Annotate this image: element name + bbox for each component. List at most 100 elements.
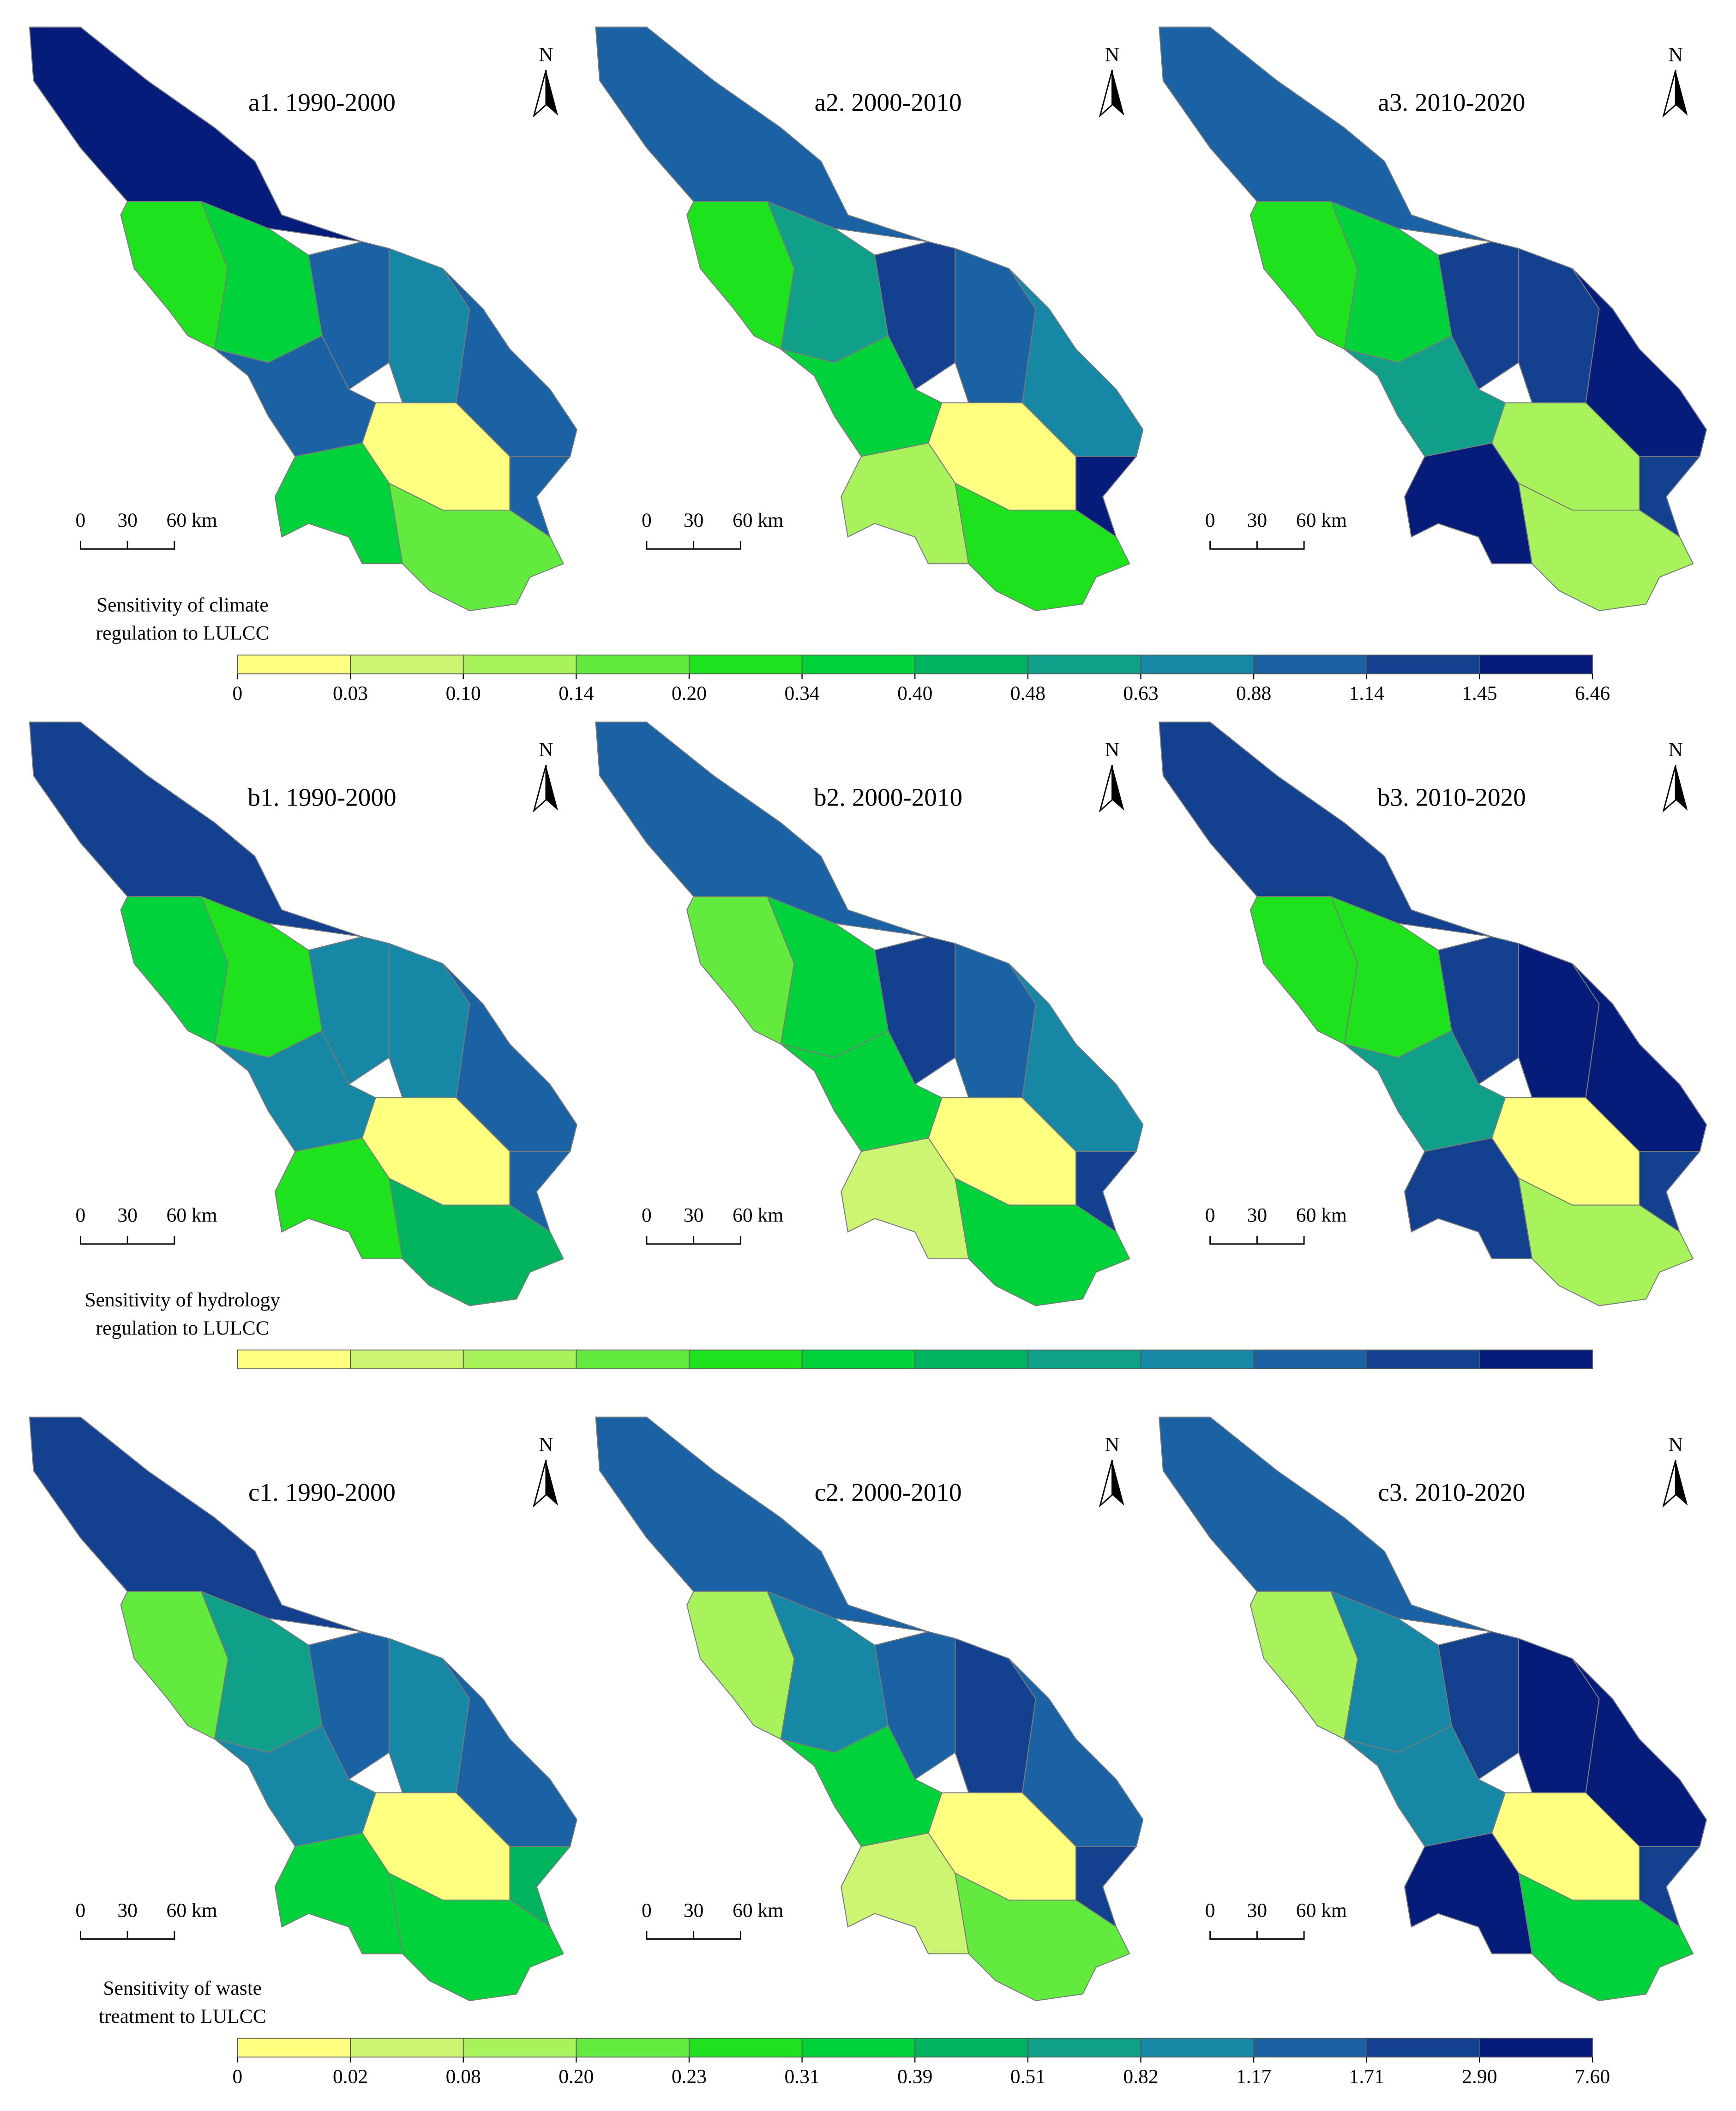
scale-label: 60 km: [733, 509, 783, 531]
map-region: [1518, 1872, 1694, 2002]
map-region: [274, 1137, 403, 1259]
north-label: N: [1668, 1434, 1682, 1456]
map-region: [1404, 1832, 1533, 1955]
legend-tick-label: 0.20: [559, 2066, 594, 2088]
legend-tick-label: 0.10: [446, 682, 481, 704]
legend-swatch: [689, 655, 803, 674]
north-arrow: [1676, 1460, 1688, 1506]
legend-swatch: [237, 655, 351, 674]
map-panel: b2. 2000-2010 N 0 30 60 km: [595, 722, 1144, 1306]
map-region: [509, 1151, 571, 1233]
map-region: [841, 1137, 969, 1259]
panel-title: b3. 2010-2020: [1377, 783, 1526, 811]
scale-label: 0: [1205, 509, 1215, 531]
legend-swatch: [801, 2038, 916, 2058]
scale-label: 0: [642, 509, 652, 531]
map-region: [1572, 963, 1707, 1152]
north-arrow: [1662, 1460, 1676, 1508]
scale-bar: [79, 1931, 175, 1940]
scale-label: 30: [117, 1204, 138, 1227]
legend-tick-label: 0.51: [1010, 2066, 1045, 2088]
legend-swatch: [1253, 655, 1367, 674]
scale-label: 60 km: [1296, 1204, 1347, 1227]
scale-label: 60 km: [1296, 509, 1347, 531]
legend-swatch: [1027, 2038, 1141, 2058]
north-arrow: [533, 764, 547, 813]
map-panel: b1. 1990-2000 N 0 30 60 km: [29, 722, 577, 1306]
legend-swatch: [914, 655, 1028, 674]
map-region: [955, 482, 1130, 612]
scale-bar: [79, 1236, 175, 1245]
map-region: [1518, 247, 1600, 403]
map-region: [388, 1872, 565, 2002]
legend-tick-label: 0.14: [559, 682, 594, 704]
legend-tick-label: 7.60: [1575, 2066, 1610, 2088]
legend-swatch: [350, 2038, 464, 2058]
legend-tick-label: 0.03: [333, 682, 368, 704]
legend-swatch: [576, 655, 690, 674]
north-label: N: [1105, 44, 1119, 66]
map-region: [388, 482, 565, 612]
legend-tick-label: 0.63: [1123, 682, 1158, 704]
legend-tick-label: 0.02: [333, 2066, 368, 2088]
legend-tick-label: 1.14: [1349, 682, 1384, 704]
legend-tick-label: 0: [233, 2066, 243, 2088]
scale-bar: [1209, 1236, 1305, 1245]
scale-label: 30: [684, 509, 704, 531]
legend-swatch: [1140, 2038, 1254, 2058]
scale-label: 30: [1247, 1204, 1267, 1227]
legend-swatch: [914, 2038, 1028, 2058]
scale-bar: [79, 541, 175, 550]
scale-label: 60 km: [167, 509, 217, 531]
north-label: N: [1668, 739, 1682, 761]
map-region: [1572, 268, 1707, 457]
map-region: [1639, 1846, 1701, 1928]
north-arrow: [1112, 70, 1124, 116]
map-region: [274, 442, 403, 565]
legend-tick-label: 1.45: [1462, 682, 1497, 704]
north-label: N: [1105, 1434, 1119, 1456]
legend-swatch: [689, 2038, 803, 2058]
map-region: [1518, 482, 1694, 612]
map-region: [1404, 1137, 1533, 1259]
legend-tick-label: 0.82: [1123, 2066, 1158, 2088]
legend-swatch: [350, 1349, 464, 1370]
legend-swatch: [1253, 2038, 1367, 2058]
legend-swatch: [1366, 1349, 1480, 1370]
legend-swatch: [1479, 2038, 1593, 2058]
legend-swatch: [1027, 655, 1141, 674]
map-region: [1075, 1846, 1137, 1928]
scale-label: 0: [642, 1899, 652, 1921]
legend-title: regulation to LULCC: [96, 622, 269, 644]
map-region: [1008, 1658, 1144, 1847]
map-region: [841, 1832, 969, 1955]
scale-label: 30: [1247, 1899, 1267, 1921]
legend-swatch: [1140, 1349, 1254, 1370]
map-panel: a2. 2000-2010 N 0 30 60 km: [595, 26, 1144, 612]
legend-tick-label: 0.20: [672, 682, 707, 704]
legend-tick-label: 0.34: [784, 682, 819, 704]
legend-title: regulation to LULCC: [96, 1317, 269, 1339]
scale-bar: [1209, 1931, 1305, 1940]
north-arrow: [1099, 1460, 1113, 1508]
scale-bar: [646, 1931, 741, 1940]
legend-title: Sensitivity of climate: [96, 594, 269, 616]
scale-label: 60 km: [167, 1204, 217, 1227]
legend-swatch: [1253, 1349, 1367, 1370]
legend-swatch: [576, 1349, 690, 1370]
scale-label: 30: [684, 1899, 704, 1921]
north-arrow: [1662, 764, 1676, 813]
map-region: [1639, 456, 1701, 538]
panel-title: b2. 2000-2010: [814, 783, 962, 811]
legend-tick-label: 2.90: [1462, 2066, 1497, 2088]
legend-swatch: [1027, 1349, 1141, 1370]
map-region: [955, 1637, 1036, 1793]
legend-swatch: [237, 2038, 351, 2058]
map-panel: c2. 2000-2010 N 0 30 60 km: [595, 1416, 1144, 2002]
panel-title: a2. 2000-2010: [815, 88, 962, 116]
north-arrow: [1676, 765, 1688, 811]
legend-swatch: [801, 655, 916, 674]
map-region: [1404, 442, 1533, 565]
panel-title: c3. 2010-2020: [1378, 1478, 1525, 1506]
